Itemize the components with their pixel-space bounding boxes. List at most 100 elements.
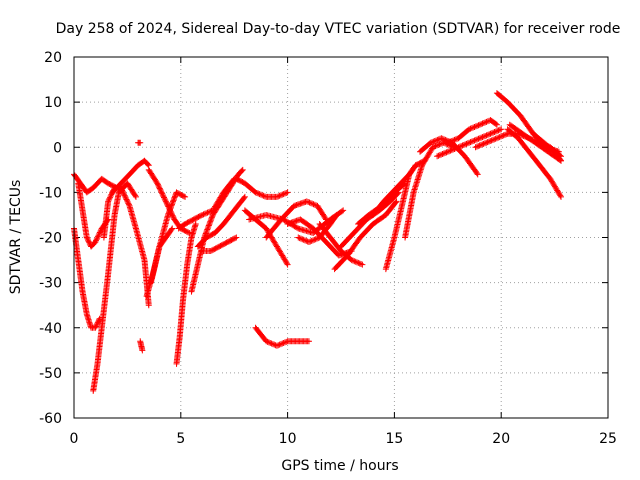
data-point [96, 229, 103, 236]
series-track-25 [331, 198, 400, 273]
data-point [503, 131, 510, 138]
data-point [303, 198, 310, 205]
data-point [480, 133, 487, 140]
data-point [352, 258, 359, 265]
data-point [85, 237, 92, 244]
data-point [338, 208, 345, 215]
x-tick-label: 15 [385, 431, 403, 447]
data-point [483, 118, 490, 125]
data-point [84, 235, 91, 242]
data-point [158, 189, 165, 196]
data-point [474, 136, 481, 143]
data-point [472, 123, 479, 130]
data-point [495, 134, 502, 141]
data-point [484, 131, 491, 138]
data-point [284, 261, 291, 268]
data-point [448, 147, 455, 154]
data-point [497, 133, 504, 140]
x-axis-label: GPS time / hours [281, 458, 398, 474]
data-point [493, 121, 500, 128]
grid-lines [74, 57, 608, 418]
data-point [299, 236, 306, 243]
data-point [433, 137, 440, 144]
data-point [477, 141, 484, 148]
data-point [437, 140, 444, 147]
series-track-03 [75, 180, 112, 250]
data-point [284, 189, 291, 196]
data-point [240, 195, 247, 202]
data-point [172, 193, 179, 200]
data-point [558, 157, 565, 164]
series-track-01 [71, 171, 120, 196]
data-point [311, 236, 318, 243]
data-point [492, 120, 499, 127]
data-point [137, 139, 144, 146]
data-point [557, 156, 564, 163]
data-point [427, 139, 434, 146]
data-point [160, 193, 167, 200]
data-point [204, 225, 211, 232]
data-point [165, 204, 172, 211]
data-point [450, 137, 457, 144]
data-point [475, 122, 482, 129]
data-point [197, 212, 204, 219]
data-point [310, 201, 317, 208]
series-track-11 [147, 225, 176, 286]
series-track-07 [135, 139, 144, 146]
data-point [450, 146, 457, 153]
series-track-02 [71, 225, 103, 331]
data-point [443, 149, 450, 156]
data-point [491, 136, 498, 143]
data-point [106, 195, 113, 202]
data-point [92, 324, 99, 331]
x-tick-label: 25 [599, 431, 617, 447]
data-point [307, 238, 314, 245]
series-track-04 [90, 180, 139, 394]
data-point [92, 323, 99, 330]
data-point [482, 119, 489, 126]
data-point [500, 132, 507, 139]
data-point [93, 322, 100, 329]
data-point [154, 180, 161, 187]
data-point [479, 141, 486, 148]
data-point [167, 208, 174, 215]
data-point [448, 138, 455, 145]
data-point [480, 119, 487, 126]
data-point [474, 171, 481, 178]
data-point [485, 138, 492, 145]
data-point [94, 233, 101, 240]
data-point [501, 131, 508, 138]
data-point [300, 236, 307, 243]
data-point [350, 257, 357, 264]
data-point [472, 144, 479, 151]
data-point [207, 218, 214, 225]
data-point [487, 138, 494, 145]
data-point [208, 215, 215, 222]
data-point [313, 235, 320, 242]
data-point [162, 198, 169, 205]
data-point [168, 226, 175, 233]
data-point [495, 127, 502, 134]
data-point [460, 141, 467, 148]
data-point [105, 198, 112, 205]
data-point [153, 179, 160, 186]
data-point [305, 198, 312, 205]
data-point [166, 206, 173, 213]
data-point [121, 191, 128, 198]
data-point [441, 136, 448, 143]
data-point [132, 192, 139, 199]
data-point [161, 194, 168, 201]
data-point [444, 148, 451, 155]
data-point [271, 341, 278, 348]
data-point [264, 338, 271, 345]
data-points [71, 90, 565, 394]
data-point [185, 229, 192, 236]
data-point [467, 139, 474, 146]
data-point [480, 140, 487, 147]
data-point [261, 193, 268, 200]
series-track-20 [246, 207, 347, 236]
data-point [476, 121, 483, 128]
data-point [205, 222, 212, 229]
data-point [340, 207, 347, 214]
data-point [303, 237, 310, 244]
